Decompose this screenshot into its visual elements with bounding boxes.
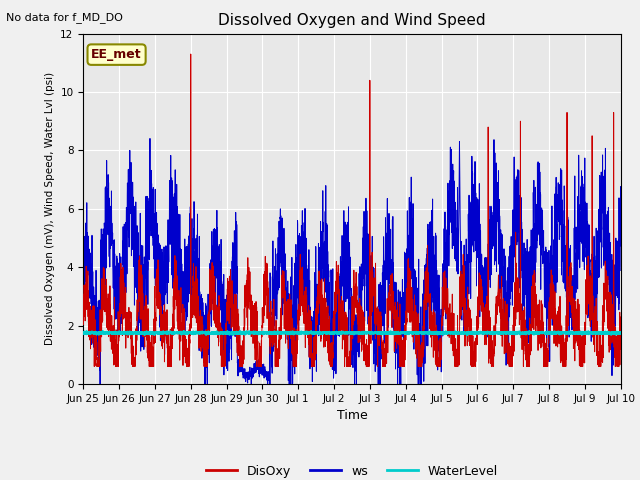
DisOxy [404,255,412,261]
Line: DisOxy: DisOxy [83,54,621,367]
ws [195,276,202,282]
WaterLevel [230,330,237,336]
DisOxy [230,310,237,315]
Line: ws: ws [83,138,621,384]
WaterLevel [404,329,412,335]
Text: EE_met: EE_met [92,48,142,61]
ws [414,360,422,366]
DisOxy [566,264,574,270]
WaterLevel [617,330,625,336]
DisOxy [617,321,625,326]
WaterLevel [463,332,471,338]
DisOxy [195,308,202,313]
Y-axis label: Dissolved Oxygen (mV), Wind Speed, Water Lvl (psi): Dissolved Oxygen (mV), Wind Speed, Water… [45,72,54,346]
Legend: DisOxy, ws, WaterLevel: DisOxy, ws, WaterLevel [201,460,503,480]
Line: WaterLevel: WaterLevel [83,331,621,335]
ws [617,184,625,190]
WaterLevel [414,331,422,337]
X-axis label: Time: Time [337,409,367,422]
WaterLevel [617,329,625,335]
ws [146,135,154,141]
WaterLevel [195,330,202,336]
DisOxy [187,51,195,57]
DisOxy [79,315,87,321]
ws [79,294,87,300]
DisOxy [617,326,625,332]
ws [404,251,412,256]
ws [96,381,104,387]
DisOxy [90,364,98,370]
WaterLevel [79,330,87,336]
WaterLevel [566,329,574,335]
ws [230,261,237,267]
ws [617,267,625,273]
ws [566,269,574,275]
WaterLevel [236,328,244,334]
Text: No data for f_MD_DO: No data for f_MD_DO [6,12,124,23]
Title: Dissolved Oxygen and Wind Speed: Dissolved Oxygen and Wind Speed [218,13,486,28]
DisOxy [414,329,422,335]
